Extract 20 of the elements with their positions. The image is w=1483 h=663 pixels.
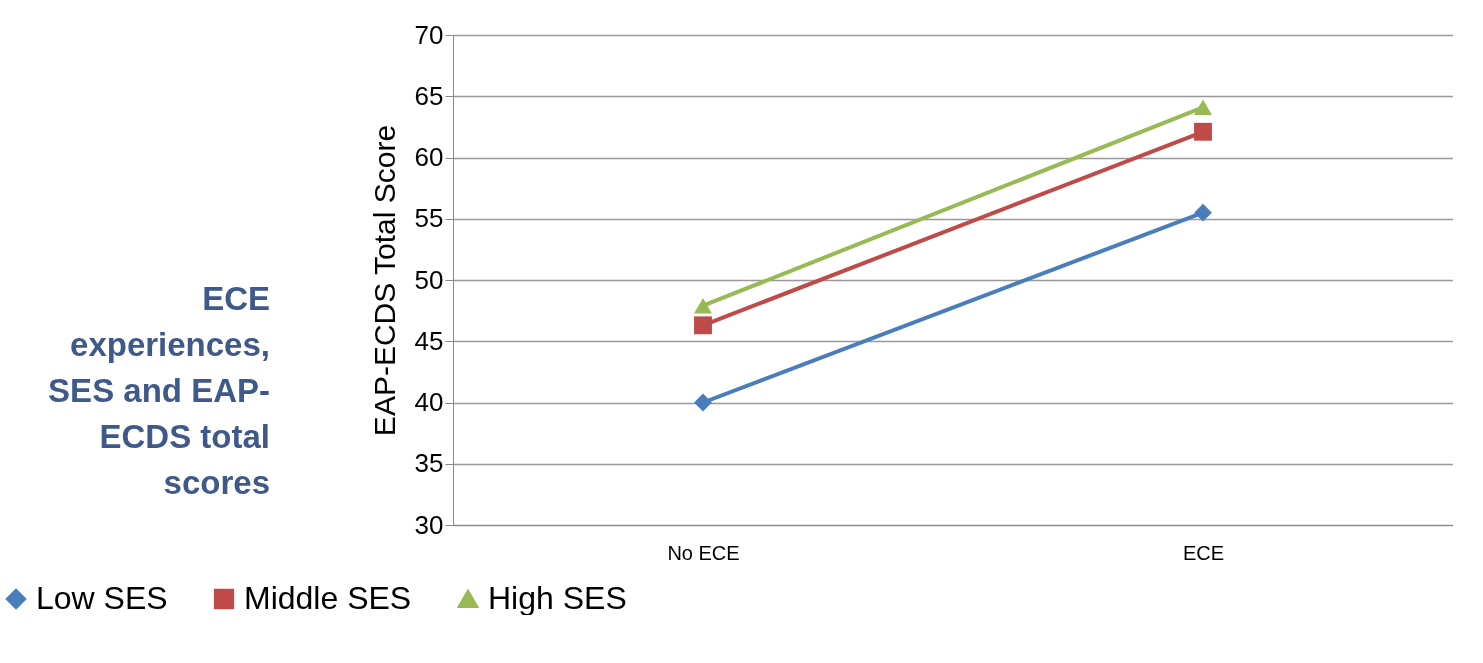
point [1194,203,1212,222]
y-tick-label: 45 [414,325,444,356]
point [694,393,712,412]
y-tick-label: 35 [414,448,444,479]
point [1194,122,1212,141]
legend-label: Middle SES [244,580,412,616]
x-tick-label: No ECE [667,541,740,564]
text: ECE experiences, SES and EAP-ECDS total scores [48,280,270,501]
legend-label: Low SES [36,580,168,616]
y-axis-title: EAP-ECDS Total Score [367,124,401,437]
y-tick-label: 55 [414,203,444,234]
legend-label: High SES [488,580,627,616]
y-tick-label: 50 [414,264,444,295]
y-tick-label: 60 [414,142,444,172]
point [694,316,712,335]
y-tick-label: 40 [414,387,444,417]
y-tick-label: 65 [414,80,444,111]
y-tick-label: 30 [414,509,444,540]
y-tick-label: 70 [414,19,444,50]
x-tick-label: ECE [1182,541,1225,564]
